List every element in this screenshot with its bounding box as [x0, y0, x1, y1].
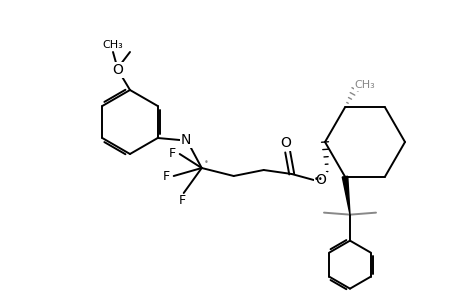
Text: N: N: [180, 133, 190, 147]
Text: O: O: [314, 173, 325, 187]
Polygon shape: [341, 176, 349, 214]
Text: F: F: [163, 169, 170, 182]
Text: O: O: [112, 63, 123, 77]
Text: •: •: [203, 158, 208, 166]
Text: CH₃: CH₃: [354, 80, 375, 90]
Text: F: F: [169, 146, 176, 160]
Text: O: O: [280, 136, 291, 150]
Text: F: F: [179, 194, 186, 208]
Text: CH₃: CH₃: [102, 40, 123, 50]
Text: ••: ••: [313, 175, 323, 184]
